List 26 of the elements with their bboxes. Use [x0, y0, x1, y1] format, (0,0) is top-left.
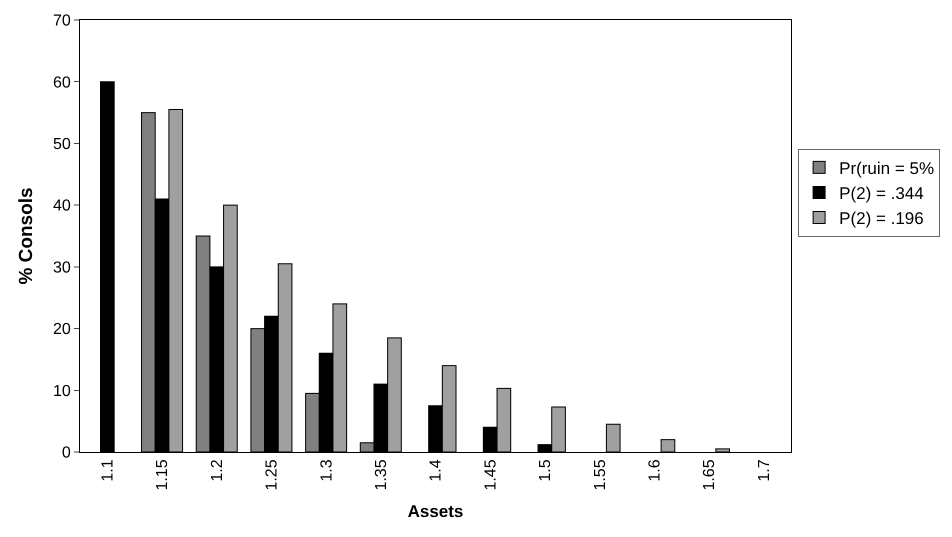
- x-tick-label: 1.65: [701, 459, 718, 491]
- x-axis-title: Assets: [408, 502, 464, 521]
- x-tick-label: 1.55: [592, 459, 609, 491]
- y-tick-label: 20: [53, 321, 71, 338]
- x-tick-label: 1.2: [208, 459, 226, 482]
- legend-label: P(2) = .196: [839, 209, 924, 228]
- y-tick-label: 10: [53, 382, 71, 400]
- legend-label: Pr(ruin = 5%: [839, 158, 934, 178]
- x-tick-label: 1.15: [154, 459, 172, 491]
- y-tick-label: 0: [62, 444, 71, 462]
- x-tick-label: 1.3: [318, 459, 336, 482]
- y-axis-title: % Consols: [16, 187, 37, 285]
- x-tick-label: 1.6: [646, 459, 664, 482]
- y-tick-label: 40: [53, 198, 71, 215]
- x-tick-label: 1.1: [100, 459, 117, 482]
- y-tick-label: 50: [53, 136, 71, 154]
- x-tick-label: 1.35: [373, 459, 390, 491]
- x-tick-label: 1.5: [537, 459, 554, 482]
- y-tick-label: 60: [53, 74, 71, 92]
- y-tick-label: 30: [53, 259, 71, 276]
- x-tick-label: 1.45: [482, 459, 500, 491]
- y-tick-label: 70: [53, 12, 71, 30]
- legend-label: P(2) = .344: [839, 184, 924, 204]
- x-tick-label: 1.25: [264, 459, 281, 491]
- x-tick-label: 1.7: [756, 459, 773, 482]
- x-tick-label: 1.4: [428, 459, 445, 482]
